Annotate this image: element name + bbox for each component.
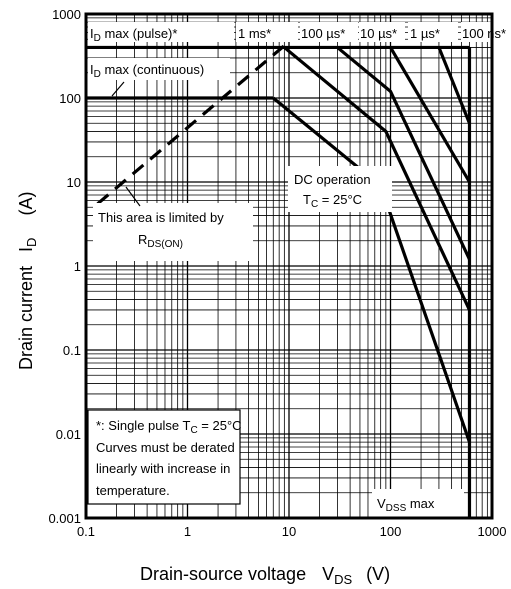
id-cont-leader	[111, 81, 125, 97]
x-tick-label: 100	[380, 524, 402, 539]
label-1ms: 1 ms*	[238, 26, 271, 41]
y-tick-label: 0.001	[48, 511, 81, 526]
series-10-s	[389, 46, 471, 183]
y-tick-label: 1000	[52, 7, 81, 22]
y-tick-label: 10	[67, 175, 81, 190]
vdss-max-label: VDSS max	[377, 496, 435, 514]
rds-limit-label: This area is limited by	[98, 210, 224, 225]
series-rds-on-limit	[96, 44, 286, 206]
y-tick-label: 100	[59, 91, 81, 106]
label-10us: 10 µs*	[360, 26, 397, 41]
note-line-4: temperature.	[96, 483, 170, 498]
x-axis-ticks: 0.1 1 10 100 1000	[77, 524, 507, 539]
y-tick-label: 0.1	[63, 343, 81, 358]
y-axis-ticks: 0.001 0.01 0.1 1 10 100 1000	[48, 7, 81, 526]
x-axis-title: Drain-source voltage VDS (V)	[140, 564, 390, 587]
id-max-pulse-label: ID max (pulse)*	[90, 26, 177, 44]
dc-tc-label: TC = 25°C	[303, 192, 362, 210]
id-max-continuous-label: ID max (continuous)	[90, 62, 204, 80]
series-1-ms	[283, 46, 471, 311]
series-1-s	[437, 46, 471, 124]
x-tick-label: 10	[282, 524, 296, 539]
y-tick-label: 1	[74, 259, 81, 274]
note-box	[87, 409, 241, 505]
plot-frame	[84, 12, 494, 520]
note-line-3: linearly with increase in	[96, 461, 230, 476]
y-tick-label: 0.01	[56, 427, 81, 442]
x-tick-label: 0.1	[77, 524, 95, 539]
rds-on-label: RDS(ON)	[138, 232, 183, 250]
dc-operation-label: DC operation	[294, 172, 371, 187]
note-line-2: Curves must be derated	[96, 440, 235, 455]
series-100-s	[336, 46, 471, 261]
label-100ns: 100 ns*	[462, 26, 506, 41]
y-axis-title: Drain currentID(A)	[16, 192, 39, 370]
label-1us: 1 µs*	[410, 26, 440, 41]
note-line-1: *: Single pulse TC = 25°C	[96, 418, 242, 436]
x-tick-label: 1000	[478, 524, 507, 539]
label-100us: 100 µs*	[301, 26, 345, 41]
x-tick-label: 1	[184, 524, 191, 539]
rds-leader	[125, 186, 141, 207]
